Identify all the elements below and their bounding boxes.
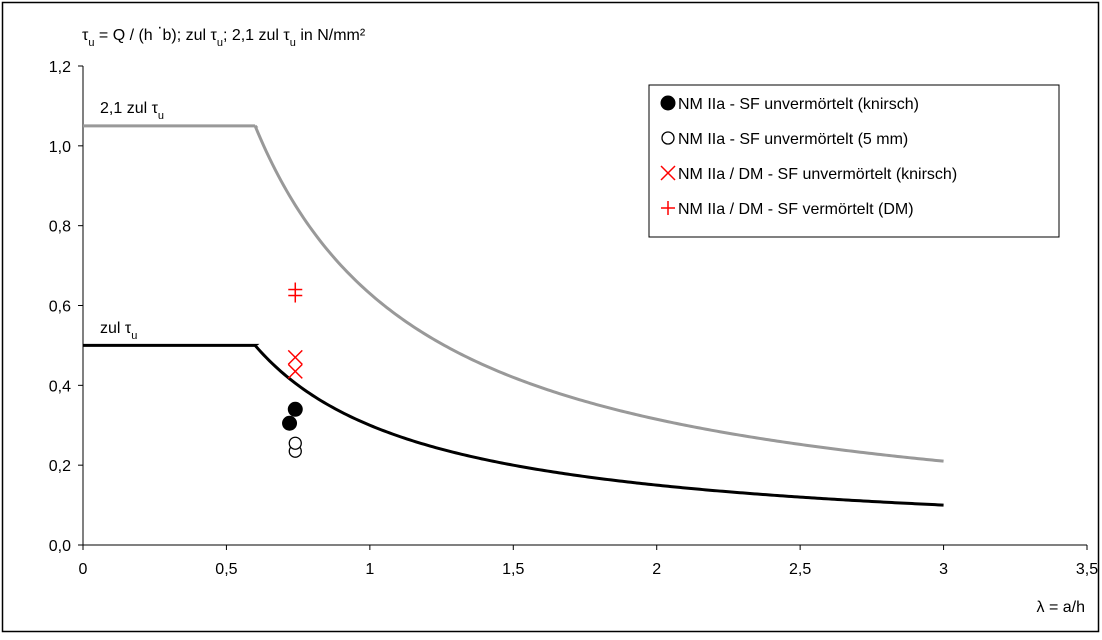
data-point-series-1 [287, 401, 303, 417]
legend-box [648, 84, 1060, 238]
y-tick-label: 1,2 [49, 59, 71, 76]
data-point-series-3 [287, 363, 303, 379]
marker-filled-circle [660, 95, 676, 111]
x-tick-label: 3,5 [1076, 561, 1098, 578]
x-axis-ticks: 0 0,5 1 1,5 2 2,5 3 3,5 [79, 545, 1098, 578]
x-axis-label: λ = a/h [1037, 599, 1085, 616]
data-point-series-4 [288, 282, 303, 297]
legend-label-2: NM IIa - SF unvermörtelt (5 mm) [678, 131, 908, 148]
y-tick-label: 0,2 [49, 458, 71, 475]
marker-open-circle [661, 131, 675, 145]
x-tick-label: 0,5 [215, 561, 237, 578]
legend-label-3: NM IIa / DM - SF unvermörtelt (knirsch) [678, 166, 957, 183]
marker-x-stroke [287, 349, 303, 365]
y-tick-label: 0,8 [49, 219, 71, 236]
marker-open-circle [288, 436, 302, 450]
curve-label-lower: zul τu [100, 320, 137, 342]
data-point-series-1 [282, 415, 298, 431]
marker-filled-circle [282, 415, 298, 431]
chart-title: τu = Q / (h ·b); zul τu; 2,1 zul τu in N… [82, 19, 366, 50]
curve-label-upper: 2,1 zul τu [100, 100, 164, 122]
legend-label-4: NM IIa / DM - SF vermörtelt (DM) [678, 201, 914, 218]
legend-marker-1 [660, 95, 676, 111]
marker-x-stroke [287, 363, 303, 379]
upper-limit-line [83, 124, 944, 463]
data-points [282, 282, 303, 458]
marker-filled-circle [287, 401, 303, 417]
legend-marker-3 [660, 165, 676, 181]
x-tick-label: 0 [79, 561, 88, 578]
legend-label-1: NM IIa - SF unvermörtelt (knirsch) [678, 96, 919, 113]
x-tick-label: 1 [365, 561, 374, 578]
x-tick-label: 3 [939, 561, 948, 578]
data-point-series-3 [287, 349, 303, 365]
legend: NM IIa - SF unvermörtelt (knirsch) NM IIa… [648, 84, 1060, 238]
lower-limit-line [83, 343, 944, 507]
y-tick-label: 0,0 [49, 538, 71, 555]
y-axis-ticks: 0,0 0,2 0,4 0,6 0,8 1,0 1,2 [49, 59, 83, 555]
y-tick-label: 0,6 [49, 299, 71, 316]
marker-x-stroke [660, 165, 676, 181]
y-tick-label: 1,0 [49, 139, 71, 156]
limit-lines [83, 124, 944, 507]
data-point-series-2 [288, 436, 302, 450]
legend-marker-2 [661, 131, 675, 145]
y-tick-label: 0,4 [49, 378, 71, 395]
x-tick-label: 1,5 [502, 561, 524, 578]
x-tick-label: 2 [652, 561, 661, 578]
legend-marker-4 [661, 201, 675, 215]
x-tick-label: 2,5 [789, 561, 811, 578]
